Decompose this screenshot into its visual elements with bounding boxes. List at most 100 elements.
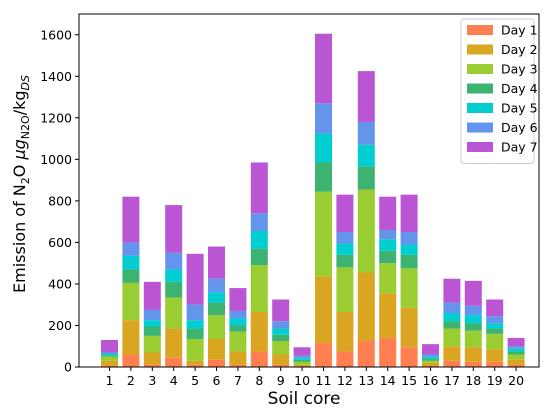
y-label-sub-2: 2 [19, 177, 32, 184]
y-label-mu: μg [10, 139, 29, 160]
x-tick-label-4: 4 [170, 373, 178, 388]
bar-segment-core-8-day-7 [250, 162, 268, 214]
bar-segment-core-12-day-3 [336, 267, 354, 312]
bar-segment-core-9-day-4 [272, 334, 290, 342]
bar-segment-core-20-day-4 [507, 351, 525, 355]
bar-segment-core-7-day-5 [229, 318, 247, 326]
bar-segment-core-7-day-4 [229, 325, 247, 332]
bar-segment-core-3-day-5 [143, 320, 161, 327]
legend-swatch-day-1 [467, 25, 493, 35]
y-label-emission: Emission of N [10, 184, 29, 293]
bar-segment-core-8-day-4 [250, 248, 268, 266]
legend-label-day-5: Day 5 [501, 101, 538, 116]
x-tick-label-2: 2 [127, 373, 135, 388]
bar-segment-core-9-day-6 [272, 321, 290, 329]
bar-segment-core-19-day-1 [486, 361, 504, 367]
bar-segment-core-11-day-5 [315, 133, 332, 163]
x-tick-label-13: 13 [358, 373, 374, 388]
bar-segment-core-1-day-4 [101, 355, 118, 357]
legend-label-day-3: Day 3 [501, 62, 538, 77]
y-tick-label-600: 600 [48, 235, 72, 250]
bar-segment-core-16-day-5 [422, 356, 439, 359]
bar-segment-core-6-day-7 [208, 246, 225, 279]
x-tick-label-11: 11 [316, 373, 332, 388]
bars-layer [101, 33, 525, 367]
bar-segment-core-18-day-6 [464, 305, 482, 316]
bar-segment-core-4-day-2 [165, 328, 183, 358]
y-tick-label-400: 400 [48, 276, 72, 291]
x-tick-label-15: 15 [401, 373, 417, 388]
bar-segment-core-20-day-3 [507, 354, 525, 360]
bar-segment-core-11-day-4 [315, 162, 332, 192]
bar-segment-core-17-day-4 [443, 321, 461, 329]
bar-segment-core-2-day-6 [122, 242, 140, 256]
legend-label-day-4: Day 4 [501, 81, 538, 96]
bar-segment-core-9-day-7 [272, 299, 290, 322]
y-tick-label-1600: 1600 [40, 27, 72, 42]
x-tick-label-14: 14 [380, 373, 396, 388]
bar-segment-core-12-day-6 [336, 232, 354, 244]
y-tick-label-200: 200 [48, 318, 72, 333]
bar-segment-core-3-day-3 [143, 335, 161, 353]
bar-segment-core-4-day-6 [165, 252, 183, 270]
bar-segment-core-8-day-3 [250, 265, 268, 312]
x-tick-label-8: 8 [255, 373, 263, 388]
bar-segment-core-20-day-2 [507, 359, 525, 365]
bar-segment-core-18-day-3 [464, 330, 482, 348]
bar-segment-core-15-day-4 [400, 254, 418, 269]
bar-segment-core-10-day-7 [293, 347, 311, 356]
bar-segment-core-9-day-3 [272, 341, 290, 355]
bar-segment-core-16-day-6 [422, 354, 439, 357]
bar-segment-core-1-day-6 [101, 352, 118, 354]
bar-segment-core-9-day-1 [272, 364, 290, 367]
bar-segment-core-13-day-2 [357, 272, 375, 342]
y-tick-label-1000: 1000 [40, 152, 72, 167]
bar-segment-core-4-day-5 [165, 269, 183, 282]
y-label-n2o-sub: N [19, 131, 32, 139]
bar-segment-core-12-day-4 [336, 254, 354, 268]
bar-segment-core-6-day-1 [208, 359, 225, 367]
bar-segment-core-11-day-6 [315, 103, 332, 134]
bar-segment-core-11-day-1 [315, 343, 332, 367]
bar-segment-core-10-day-3 [293, 361, 311, 365]
bar-segment-core-11-day-2 [315, 276, 332, 344]
bar-segment-core-2-day-5 [122, 255, 140, 270]
bar-segment-core-4-day-3 [165, 297, 183, 329]
bar-segment-core-2-day-4 [122, 269, 140, 283]
y-axis-label: Emission of N2O μgN2O/kgDS [10, 75, 32, 293]
bar-segment-core-14-day-7 [379, 196, 397, 230]
bar-segment-core-14-day-4 [379, 250, 397, 264]
legend-swatch-day-4 [467, 83, 493, 94]
bar-segment-core-18-day-7 [464, 280, 482, 306]
bar-segment-core-7-day-1 [229, 364, 247, 367]
bar-segment-core-1-day-1 [101, 365, 118, 367]
bar-segment-core-6-day-6 [208, 278, 225, 293]
bar-segment-core-3-day-6 [143, 309, 161, 321]
bar-segment-core-14-day-5 [379, 239, 397, 251]
bar-segment-core-3-day-1 [143, 364, 161, 367]
bar-segment-core-10-day-2 [293, 364, 311, 366]
bar-segment-core-8-day-1 [250, 351, 268, 367]
bar-segment-core-16-day-3 [422, 360, 439, 363]
x-tick-label-16: 16 [423, 373, 439, 388]
bar-segment-core-3-day-4 [143, 326, 161, 336]
bar-segment-core-5-day-1 [186, 364, 204, 367]
bar-segment-core-4-day-1 [165, 357, 183, 367]
x-tick-label-3: 3 [148, 373, 156, 388]
legend-swatch-day-6 [467, 122, 493, 133]
bar-segment-core-16-day-7 [422, 344, 439, 355]
bar-segment-core-7-day-7 [229, 288, 247, 311]
bar-segment-core-13-day-5 [357, 144, 375, 167]
bar-segment-core-14-day-1 [379, 337, 397, 367]
bar-segment-core-12-day-2 [336, 311, 354, 352]
legend-label-day-1: Day 1 [501, 23, 538, 38]
bar-segment-core-9-day-2 [272, 354, 290, 365]
bar-segment-core-1-day-3 [101, 356, 118, 361]
x-tick-label-17: 17 [444, 373, 460, 388]
bar-segment-core-13-day-4 [357, 166, 375, 190]
bar-segment-core-1-day-2 [101, 360, 118, 366]
bar-segment-core-18-day-1 [464, 361, 482, 367]
x-tick-label-7: 7 [234, 373, 242, 388]
y-tick-label-1400: 1400 [40, 69, 72, 84]
